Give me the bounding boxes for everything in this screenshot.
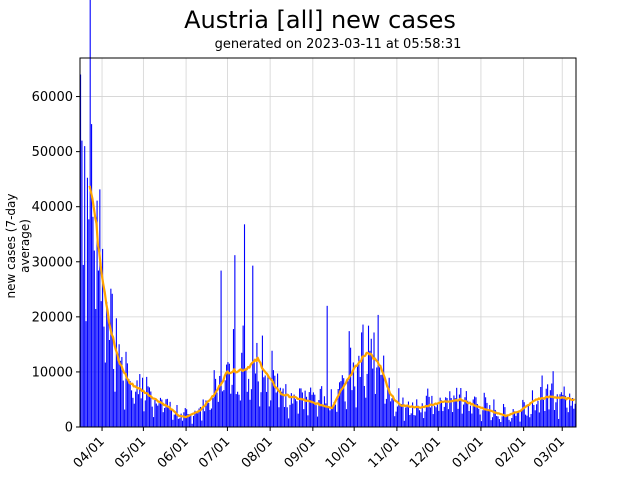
daily-cases-bars	[80, 0, 576, 428]
svg-text:60000: 60000	[32, 90, 73, 105]
chart-title: Austria [all] new cases	[184, 6, 456, 34]
svg-text:50000: 50000	[32, 145, 73, 160]
svg-text:40000: 40000	[32, 200, 73, 215]
seven-day-average-line	[88, 185, 576, 419]
svg-text:07/01: 07/01	[196, 434, 233, 471]
plot-frame	[79, 57, 577, 428]
svg-text:06/01: 06/01	[155, 434, 192, 471]
svg-text:04/01: 04/01	[71, 434, 108, 471]
svg-text:10/01: 10/01	[323, 434, 360, 471]
svg-text:05/01: 05/01	[112, 434, 149, 471]
svg-text:20000: 20000	[32, 310, 73, 325]
svg-text:03/01: 03/01	[531, 434, 568, 471]
x-axis-ticks: 04/01 05/01 06/01 07/01 08/01 09/01 10/01 11/01…	[71, 427, 568, 471]
svg-text:01/01: 01/01	[450, 434, 487, 471]
svg-text:10000: 10000	[32, 365, 73, 380]
svg-text:09/01: 09/01	[282, 434, 319, 471]
svg-text:11/01: 11/01	[366, 434, 403, 471]
y-axis-ticks: 0 10000 20000 30000 40000 50000 60000	[32, 90, 80, 436]
svg-text:0: 0	[65, 421, 73, 436]
grid-lines	[80, 58, 576, 428]
svg-text:08/01: 08/01	[239, 434, 276, 471]
svg-text:12/01: 12/01	[407, 434, 444, 471]
chart-subtitle: generated on 2023-03-11 at 05:58:31	[214, 37, 462, 52]
svg-text:02/01: 02/01	[492, 434, 529, 471]
svg-text:30000: 30000	[32, 255, 73, 270]
